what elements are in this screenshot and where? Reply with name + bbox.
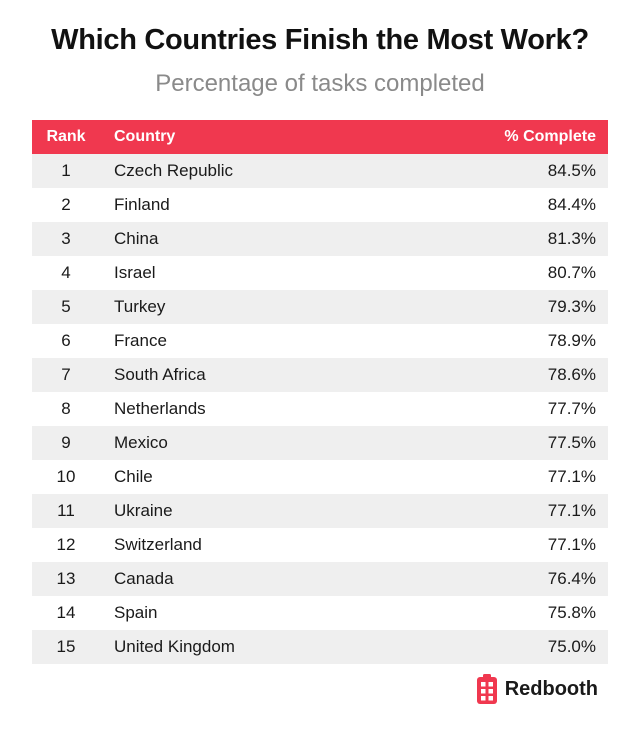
rank-cell: 13 <box>56 569 76 588</box>
country-cell: Spain <box>114 603 158 622</box>
rank-cell: 2 <box>61 195 71 214</box>
table-row: 7 South Africa 78.6% <box>32 358 608 392</box>
percent-cell: 81.3% <box>547 229 596 248</box>
country-cell: South Africa <box>114 365 206 384</box>
percent-cell: 77.1% <box>547 467 596 486</box>
chart-title: Which Countries Finish the Most Work? <box>51 24 589 56</box>
rank-cell: 6 <box>61 331 71 350</box>
country-cell: Israel <box>114 263 156 282</box>
percent-cell: 78.6% <box>547 365 596 384</box>
table-row: 14 Spain 75.8% <box>32 596 608 630</box>
ranking-table: Rank Country % Complete 1 Czech Republic 8… <box>32 120 608 664</box>
percent-cell: 76.4% <box>547 569 596 588</box>
table-body: 1 Czech Republic 84.5% 2 Finland 84.4% 3 China 8… <box>32 154 608 664</box>
rank-cell: 7 <box>61 365 71 384</box>
header-country: Country <box>114 128 176 145</box>
table-row: 11 Ukraine 77.1% <box>32 494 608 528</box>
country-cell: Mexico <box>114 433 168 452</box>
rank-cell: 14 <box>56 603 76 622</box>
rank-cell: 1 <box>61 161 71 180</box>
rank-cell: 15 <box>56 637 76 656</box>
table-row: 2 Finland 84.4% <box>32 188 608 222</box>
country-cell: Switzerland <box>114 535 202 554</box>
country-cell: Chile <box>114 467 153 486</box>
country-cell: United Kingdom <box>114 637 235 656</box>
table-row: 9 Mexico 77.5% <box>32 426 608 460</box>
table-row: 5 Turkey 79.3% <box>32 290 608 324</box>
percent-cell: 80.7% <box>547 263 596 282</box>
percent-cell: 84.4% <box>547 195 596 214</box>
table-row: 3 China 81.3% <box>32 222 608 256</box>
rank-cell: 4 <box>61 263 71 282</box>
percent-cell: 77.1% <box>547 501 596 520</box>
country-cell: Netherlands <box>114 399 206 418</box>
percent-cell: 77.7% <box>547 399 596 418</box>
country-cell: Czech Republic <box>114 161 234 180</box>
rank-cell: 9 <box>61 433 71 452</box>
table-row: 15 United Kingdom 75.0% <box>32 630 608 664</box>
rank-cell: 11 <box>57 501 75 520</box>
country-cell: Ukraine <box>114 501 173 520</box>
table-row: 6 France 78.9% <box>32 324 608 358</box>
rank-cell: 5 <box>61 297 71 316</box>
table-header-row: Rank Country % Complete <box>32 120 608 154</box>
percent-cell: 77.1% <box>547 535 596 554</box>
rank-cell: 10 <box>56 467 76 486</box>
rank-cell: 8 <box>61 399 71 418</box>
chart-subtitle: Percentage of tasks completed <box>155 70 485 97</box>
rank-cell: 12 <box>56 535 76 554</box>
percent-cell: 75.8% <box>547 603 596 622</box>
percent-cell: 79.3% <box>547 297 596 316</box>
percent-cell: 78.9% <box>547 331 596 350</box>
header-rank: Rank <box>46 128 86 145</box>
brand-logo: Redbooth <box>476 674 598 704</box>
rank-cell: 3 <box>61 229 71 248</box>
table-row: 10 Chile 77.1% <box>32 460 608 494</box>
table-row: 8 Netherlands 77.7% <box>32 392 608 426</box>
percent-cell: 75.0% <box>547 637 596 656</box>
brand-name: Redbooth <box>504 677 598 700</box>
country-cell: France <box>114 331 167 350</box>
table-row: 13 Canada 76.4% <box>32 562 608 596</box>
percent-cell: 77.5% <box>547 433 596 452</box>
percent-cell: 84.5% <box>547 161 596 180</box>
table-row: 4 Israel 80.7% <box>32 256 608 290</box>
table-row: 12 Switzerland 77.1% <box>32 528 608 562</box>
header-percent-complete: % Complete <box>504 128 596 145</box>
country-cell: Turkey <box>114 297 166 316</box>
table-row: 1 Czech Republic 84.5% <box>32 154 608 188</box>
redbooth-logo-icon <box>476 674 497 704</box>
country-cell: Canada <box>114 569 174 588</box>
country-cell: China <box>114 229 159 248</box>
country-cell: Finland <box>114 195 170 214</box>
